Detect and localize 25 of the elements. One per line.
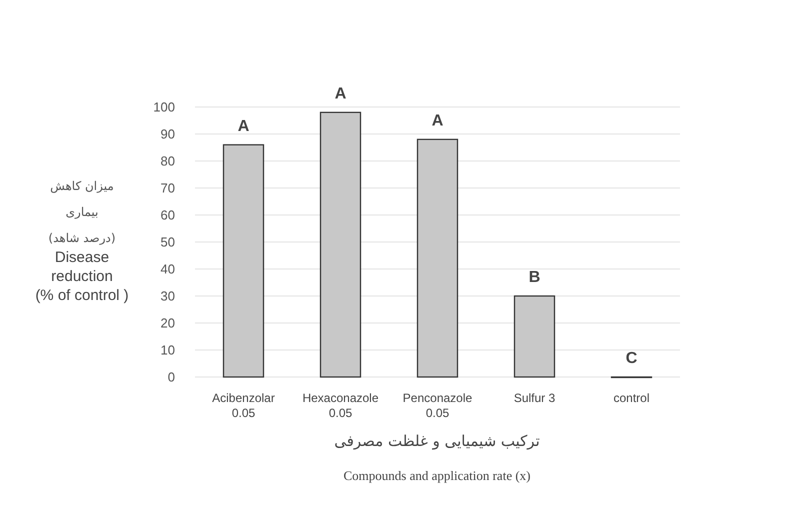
y-tick-label: 80 [160, 154, 175, 168]
x-tick-label: Acibenzolar 0.05 [212, 391, 275, 420]
annotation: A [334, 85, 347, 102]
annotation: B [528, 269, 540, 286]
y-tick-label: 40 [160, 262, 175, 276]
annotation: A [238, 118, 250, 135]
y-tick-label: 30 [160, 288, 175, 304]
y-axis-title: Disease reduction (% of control ) [35, 249, 129, 304]
y-tick-label: 20 [160, 316, 175, 330]
text: ترکیب شیمیایی و غلظت مصرفی [334, 432, 540, 450]
y-tick-label: 90 [160, 126, 175, 142]
text: میزان کاهش بیماری (درصد شاهد) [48, 179, 116, 245]
x-tick-label: Penconazole 0.05 [402, 391, 473, 420]
y-tick-label: 100 [153, 100, 175, 114]
annotation: A [432, 112, 444, 130]
x-tick-label: Sulfur 3 [514, 391, 556, 405]
y-tick-label: 60 [160, 208, 175, 222]
annotation: C [626, 350, 638, 367]
x-axis-title: Compounds and application rate (x) [343, 468, 531, 483]
y-tick-label: 0 [168, 370, 175, 384]
x-tick-label: control [613, 391, 650, 405]
x-tick-label: Hexaconazole 0.05 [302, 391, 379, 420]
y-tick-label: 10 [160, 342, 175, 358]
y-tick-label: 50 [160, 234, 175, 250]
y-tick-label: 70 [160, 180, 175, 196]
